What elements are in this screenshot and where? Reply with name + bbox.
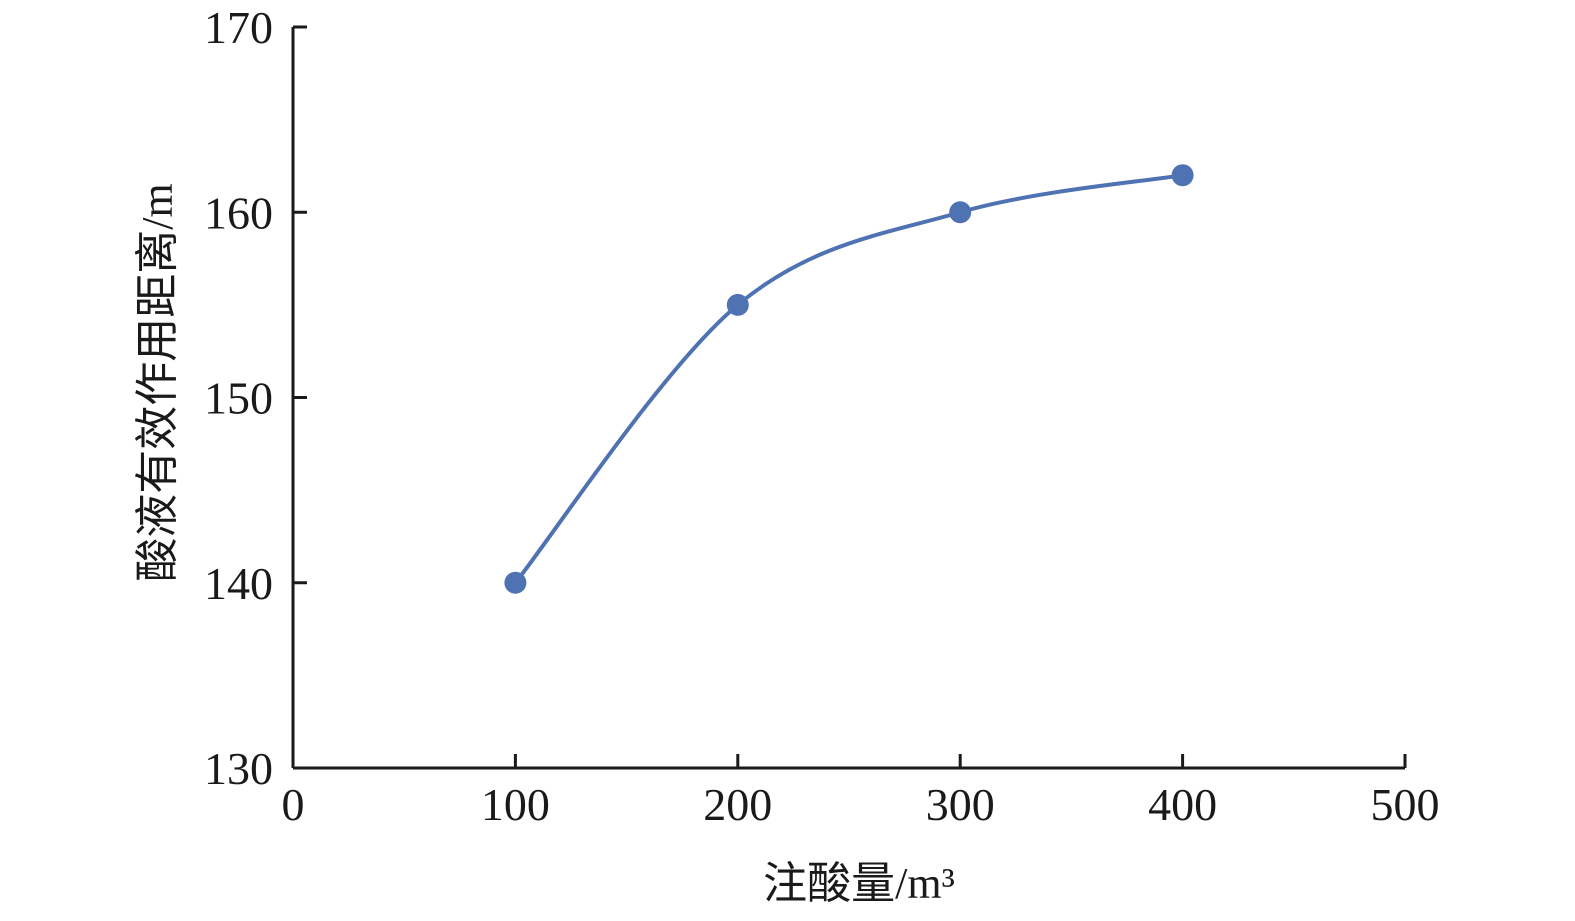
y-tick-label: 150 <box>204 373 273 424</box>
data-point <box>1171 164 1194 187</box>
series-line <box>513 173 1183 584</box>
x-tick-label: 400 <box>1148 779 1217 830</box>
x-tick-label: 500 <box>1371 779 1440 830</box>
x-tick-label: 100 <box>481 779 550 830</box>
y-tick-label: 170 <box>204 2 273 53</box>
x-tick-label: 0 <box>282 779 305 830</box>
x-tick-label: 300 <box>926 779 995 830</box>
data-point <box>504 571 527 594</box>
x-axis-title: 注酸量/m³ <box>763 859 955 908</box>
y-tick-label: 130 <box>204 743 273 794</box>
x-tick-label: 200 <box>703 779 772 830</box>
y-tick-label: 140 <box>204 558 273 609</box>
y-tick-label: 160 <box>204 187 273 238</box>
data-point <box>726 293 749 316</box>
y-axis-title: 酸液有效作用距离/m <box>133 183 182 581</box>
data-point <box>949 201 972 224</box>
